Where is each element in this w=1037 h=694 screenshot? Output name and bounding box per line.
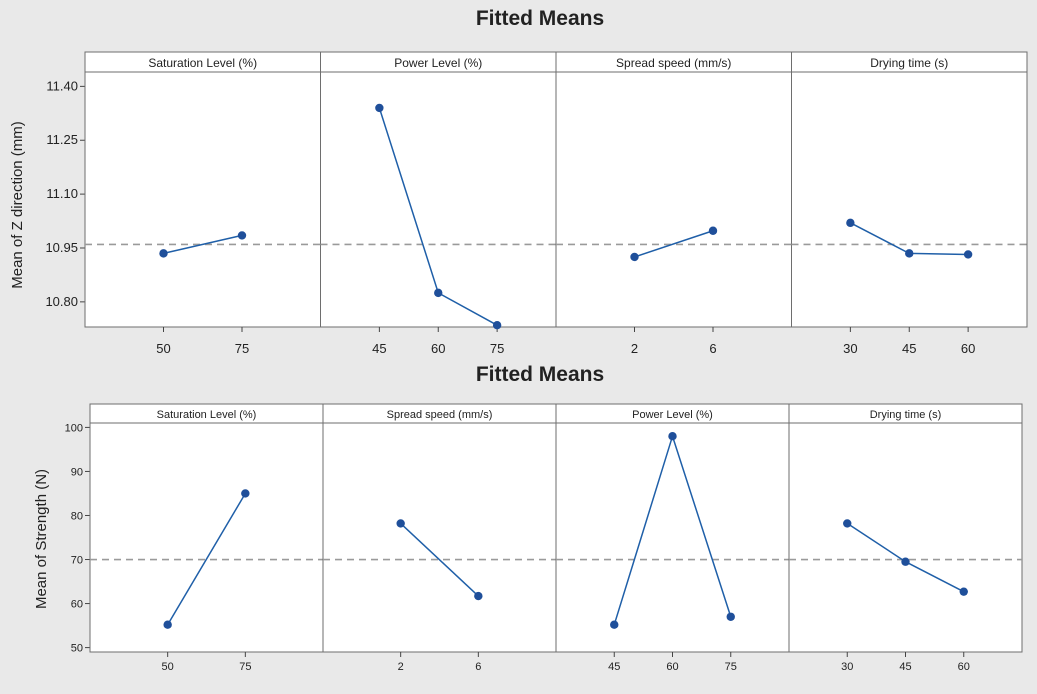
x-tick-label: 50 [156, 341, 170, 356]
panel-frame [788, 403, 1023, 653]
data-point [159, 249, 168, 258]
x-tick-label: 6 [475, 661, 481, 673]
x-tick-label: 45 [608, 661, 620, 673]
data-point [846, 218, 855, 228]
x-tick-label: 60 [431, 341, 445, 356]
y-tick-label: 10.80 [45, 294, 78, 309]
y-axis-label: Mean of Strength (N) [33, 469, 50, 609]
panel-frame [791, 51, 1028, 328]
y-axis-label: Mean of Z direction (mm) [9, 121, 26, 289]
x-tick-label: 2 [398, 661, 404, 673]
data-point [726, 612, 735, 621]
panel-frame [322, 403, 557, 653]
x-tick-label: 60 [958, 661, 970, 673]
data-point [843, 519, 852, 528]
x-tick-label: 60 [666, 661, 678, 673]
figure-2: Fitted Means Mean of Strength (N) 50 60 70 80… [0, 356, 1037, 694]
data-point [959, 587, 968, 596]
data-point [610, 620, 619, 629]
data-point [708, 226, 718, 235]
series-line [400, 522, 479, 597]
series-line [167, 493, 246, 626]
panel-title: Drying time (s) [870, 56, 948, 70]
panel-3: Power Level (%) 45 60 75 [555, 403, 790, 673]
x-tick-label: 45 [902, 341, 916, 356]
data-point [630, 252, 639, 262]
data-point [492, 321, 502, 330]
panel-frame [320, 51, 557, 328]
data-point [434, 288, 443, 298]
figure-1: Fitted Means Mean of Z direction (mm) 10.8… [0, 0, 1037, 356]
y-tick-label: 70 [71, 555, 83, 567]
panel-4: Drying time (s) 30 45 60 [788, 403, 1023, 673]
y-tick-label: 10.95 [45, 240, 78, 255]
series-line [634, 230, 714, 258]
y-tick-label: 100 [65, 422, 83, 434]
panel-2: Power Level (%) 45 60 75 [320, 51, 557, 356]
x-tick-label: 45 [899, 661, 911, 673]
panel-title: Saturation Level (%) [157, 409, 257, 421]
x-tick-label: 75 [239, 661, 251, 673]
data-point [905, 249, 914, 258]
y-tick-label: 50 [71, 643, 83, 655]
data-point [375, 103, 384, 113]
panel-3: Spread speed (mm/s) 2 6 [555, 51, 792, 356]
y-tick-label: 11.40 [46, 78, 78, 93]
y-tick-label: 90 [71, 466, 83, 478]
panel-title: Power Level (%) [394, 56, 482, 70]
chart-title: Fitted Means [476, 7, 604, 30]
x-tick-label: 30 [843, 341, 857, 356]
panel-frame [555, 51, 792, 328]
panel-4: Drying time (s) 30 45 60 [791, 51, 1028, 356]
x-tick-label: 30 [841, 661, 853, 673]
x-tick-label: 45 [372, 341, 386, 356]
data-point [901, 557, 910, 566]
data-point [963, 250, 973, 259]
data-point [396, 519, 405, 528]
panel-title: Saturation Level (%) [148, 56, 257, 70]
x-tick-label: 50 [162, 661, 174, 673]
y-tick-label: 80 [71, 510, 83, 522]
panel-2: Spread speed (mm/s) 2 6 [322, 403, 557, 673]
panel-title: Spread speed (mm/s) [616, 56, 731, 70]
x-tick-label: 60 [961, 341, 975, 356]
panel-title: Power Level (%) [632, 409, 713, 421]
chart-title: Fitted Means [476, 363, 604, 386]
y-tick-label: 11.25 [46, 132, 78, 147]
panel-1: Saturation Level (%) 50 75 [89, 403, 324, 673]
x-tick-label: 75 [725, 661, 737, 673]
data-point [668, 432, 677, 441]
panel-strip [791, 51, 1028, 73]
x-tick-label: 2 [631, 341, 638, 356]
panel-strip [788, 403, 1023, 424]
panel-title: Drying time (s) [870, 409, 942, 421]
x-tick-label: 6 [709, 341, 716, 356]
data-point [163, 620, 172, 629]
panel-1: Saturation Level (%) 50 75 [84, 51, 321, 356]
x-tick-label: 75 [490, 341, 504, 356]
data-point [474, 591, 483, 601]
panel-title: Spread speed (mm/s) [387, 409, 493, 421]
panel-frame [89, 403, 324, 653]
y-tick-label: 11.10 [46, 186, 78, 201]
panel-frame [555, 403, 790, 653]
x-tick-label: 75 [235, 341, 249, 356]
series-line [163, 234, 243, 255]
data-point [237, 231, 247, 240]
panel-frame [84, 51, 321, 328]
y-tick-label: 60 [71, 599, 83, 611]
data-point [241, 489, 250, 498]
